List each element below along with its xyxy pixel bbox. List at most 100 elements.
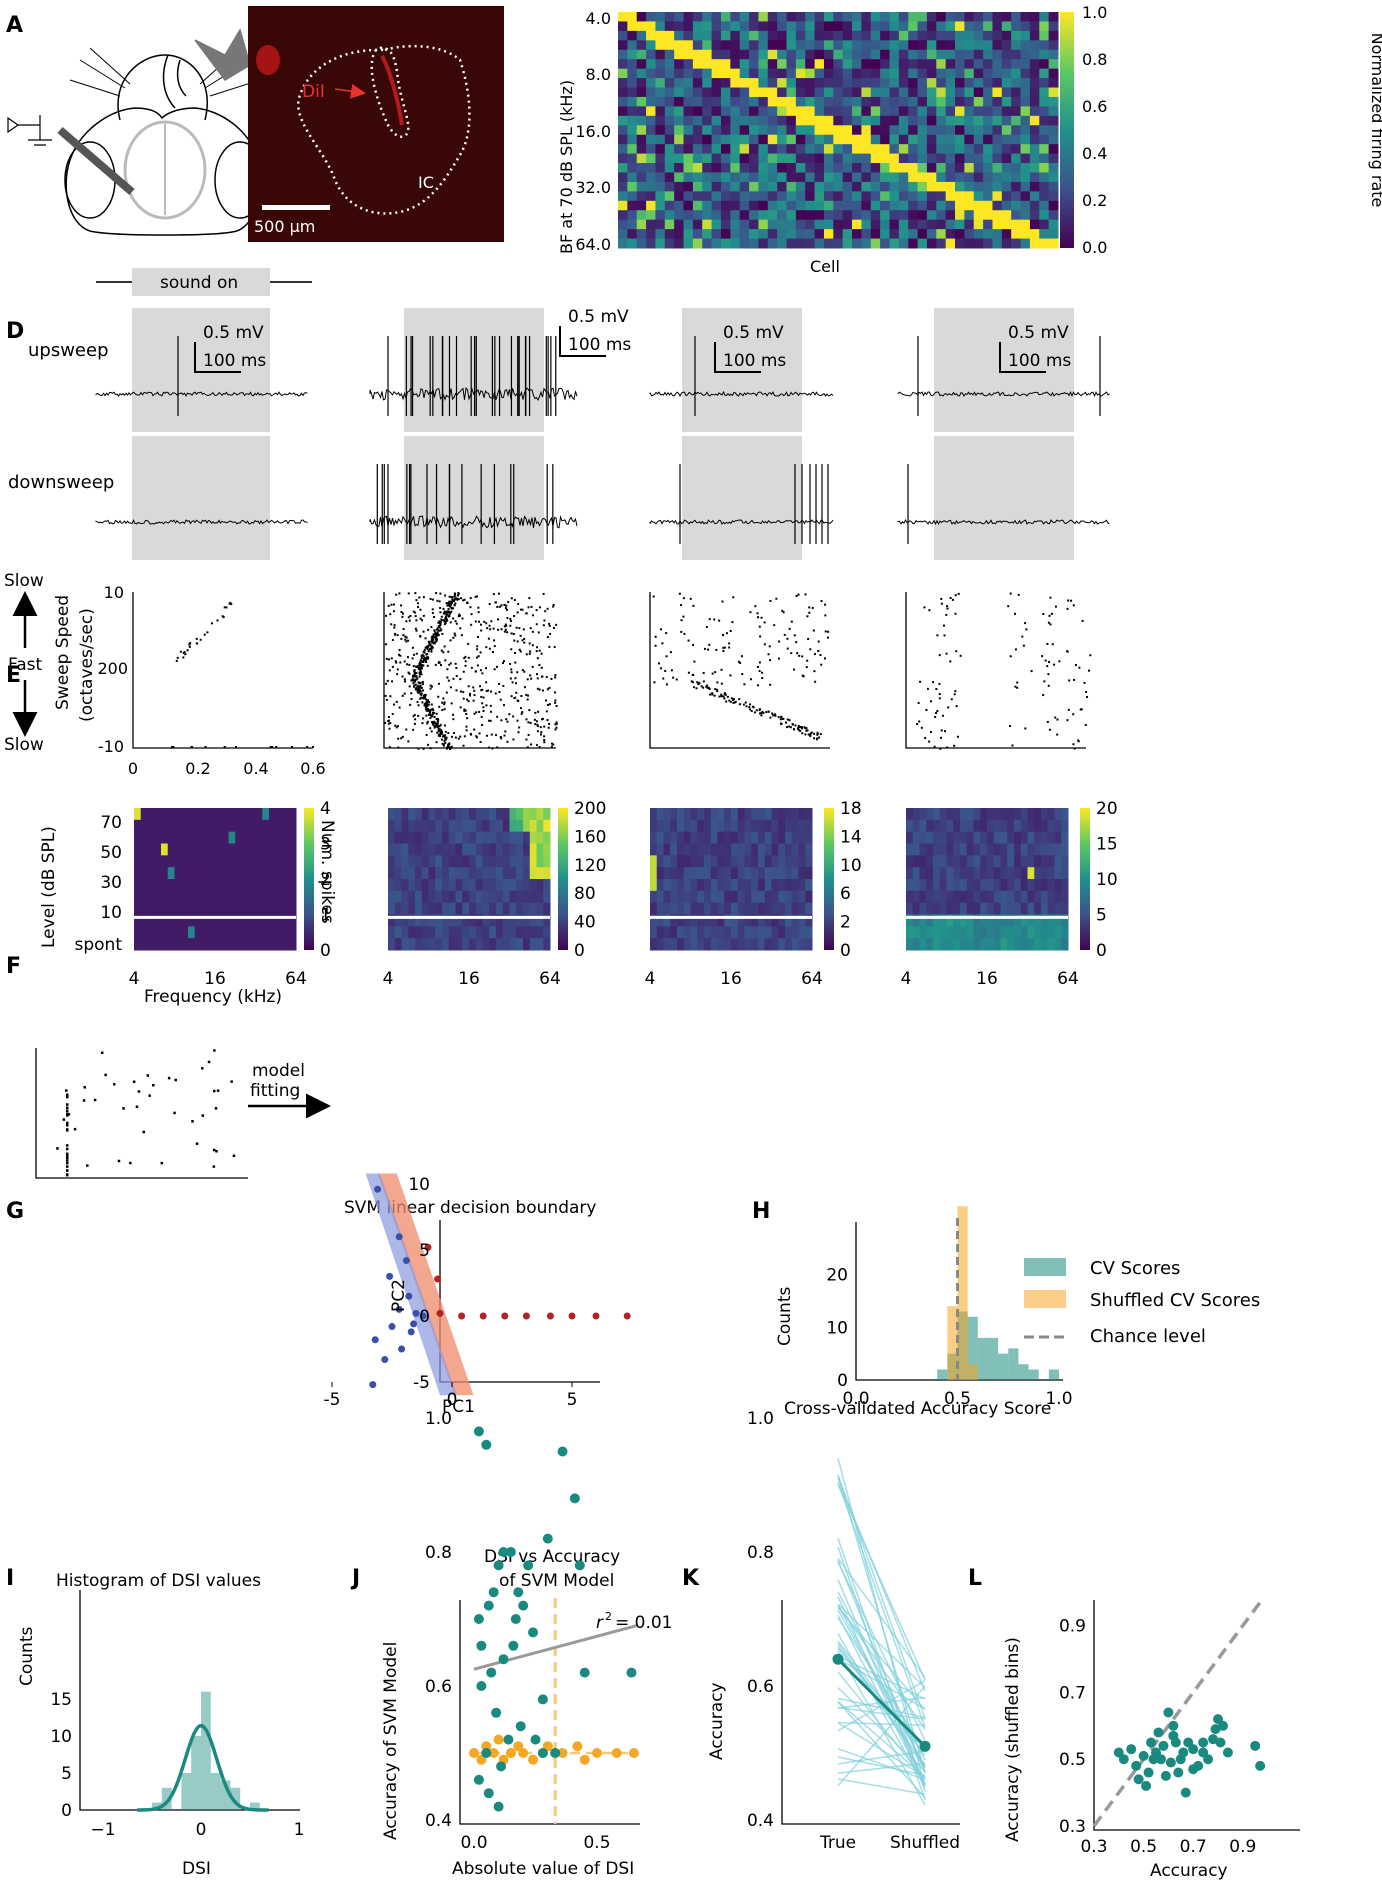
spike-dot — [1024, 622, 1027, 625]
tuning-cell — [442, 855, 450, 868]
spike-dot — [801, 732, 804, 735]
spike-dot — [786, 637, 789, 640]
spike-dot — [528, 642, 531, 645]
heatmap-cell — [833, 238, 844, 249]
heatmap-cell — [870, 96, 881, 107]
tuning-cell — [939, 831, 947, 844]
tuning-cell — [1027, 902, 1035, 915]
heatmap-cell — [618, 210, 628, 221]
heatmap-cell — [627, 115, 638, 126]
spike-dot — [535, 650, 538, 653]
heatmap-cell — [983, 172, 993, 183]
spike-dot — [523, 686, 526, 689]
heatmap-cell — [823, 30, 834, 41]
heatmap-cell — [702, 49, 713, 60]
tuning-cell — [282, 843, 290, 856]
spike-dot — [949, 596, 952, 599]
tuning-cell — [933, 890, 941, 904]
spike-dot — [439, 664, 442, 667]
heatmap-cell — [805, 125, 816, 136]
heatmap-cell — [683, 78, 694, 89]
heatmap-cell — [870, 238, 881, 249]
heatmap-cell — [655, 12, 666, 22]
tuning-cell — [1034, 819, 1042, 833]
tuning-cell — [262, 831, 270, 844]
panel-letter-l: L — [968, 1566, 982, 1591]
heatmap-cell — [758, 40, 769, 51]
spike-dot — [947, 706, 950, 709]
tuning-cell — [421, 879, 429, 892]
tuning-cell — [1061, 902, 1069, 915]
tuning-cell — [536, 831, 544, 844]
heatmap-cell — [767, 238, 778, 249]
spike-dot — [232, 1154, 236, 1158]
spike-dot — [498, 690, 501, 693]
tuning-cell — [235, 938, 243, 951]
tuning-cell — [650, 855, 658, 868]
spike-dot — [66, 1124, 69, 1127]
subject-line — [837, 1617, 926, 1751]
heatmap-cell — [898, 191, 909, 202]
heatmap-cell — [983, 229, 993, 240]
heatmap-cell — [889, 21, 900, 32]
tuning-cell — [785, 819, 793, 833]
heatmap-bf — [618, 12, 1059, 249]
tuning-cell — [147, 843, 155, 856]
tuning-cell — [987, 879, 995, 892]
h-xtick: 0.5 — [944, 1389, 971, 1409]
spike-dot — [438, 621, 441, 624]
spike-dot — [212, 1165, 216, 1168]
heatmap-cell — [805, 219, 816, 230]
spike-dot — [104, 1073, 107, 1077]
spike-dot — [423, 649, 426, 652]
raster-axes — [905, 592, 1086, 749]
accuracy-point — [1153, 1727, 1164, 1738]
tuning-cell — [805, 867, 813, 880]
tuning-cell — [670, 819, 678, 833]
tuning-cell — [966, 855, 974, 868]
tuning-cell — [134, 938, 142, 951]
trace — [95, 519, 308, 525]
spike-dot — [407, 616, 410, 619]
spike-dot — [711, 692, 714, 695]
heatmap-cell — [786, 49, 797, 60]
tuning-cell — [926, 808, 934, 821]
heatmap-cell — [805, 229, 816, 240]
tuning-cell — [462, 938, 470, 951]
tuning-cell — [717, 902, 725, 915]
tuning-cell — [683, 914, 691, 927]
spike-dot — [462, 691, 465, 694]
true-point — [476, 1681, 487, 1691]
spike-dot — [775, 597, 778, 600]
heatmap-cell — [880, 68, 890, 79]
tuning-cell — [1047, 914, 1055, 927]
f-xlabel: Frequency (kHz) — [144, 987, 282, 1007]
tuning-cell — [181, 831, 189, 844]
tuning-cell — [717, 926, 725, 939]
heatmap-cell — [842, 59, 853, 70]
heatmap-cell — [833, 30, 844, 41]
tuning-cell — [496, 914, 504, 927]
heatmap-cell — [964, 144, 975, 155]
tuning-cell — [677, 843, 685, 856]
l-xtick: 0.5 — [1130, 1837, 1157, 1857]
heatmap-cell — [646, 163, 656, 173]
accuracy-point — [1133, 1774, 1144, 1785]
tuning-cell — [435, 914, 443, 927]
spike-dot — [459, 614, 462, 617]
pc-point-blue — [395, 1233, 403, 1241]
spike-dot — [715, 648, 718, 651]
tuning-cell — [536, 914, 544, 927]
tuning-cell — [1000, 926, 1008, 939]
spike-dot — [93, 1098, 97, 1102]
spike-dot — [435, 638, 438, 641]
heatmap-cell — [720, 125, 731, 136]
heatmap-cell — [889, 87, 900, 98]
heatmap-cell — [992, 172, 1003, 183]
tuning-cell — [1054, 914, 1062, 927]
accuracy-point — [1250, 1740, 1261, 1751]
heatmap-cell — [973, 78, 984, 89]
spike-dot — [721, 600, 724, 603]
